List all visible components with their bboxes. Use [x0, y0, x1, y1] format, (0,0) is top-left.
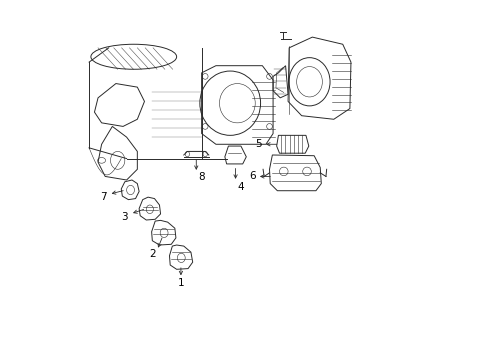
Text: 3: 3 [122, 212, 128, 222]
Text: 5: 5 [255, 139, 262, 149]
Text: 1: 1 [177, 278, 184, 288]
Text: 2: 2 [149, 249, 156, 259]
Text: 7: 7 [100, 192, 106, 202]
Text: 8: 8 [198, 172, 204, 183]
Text: 4: 4 [237, 182, 244, 192]
Text: 6: 6 [248, 171, 255, 181]
